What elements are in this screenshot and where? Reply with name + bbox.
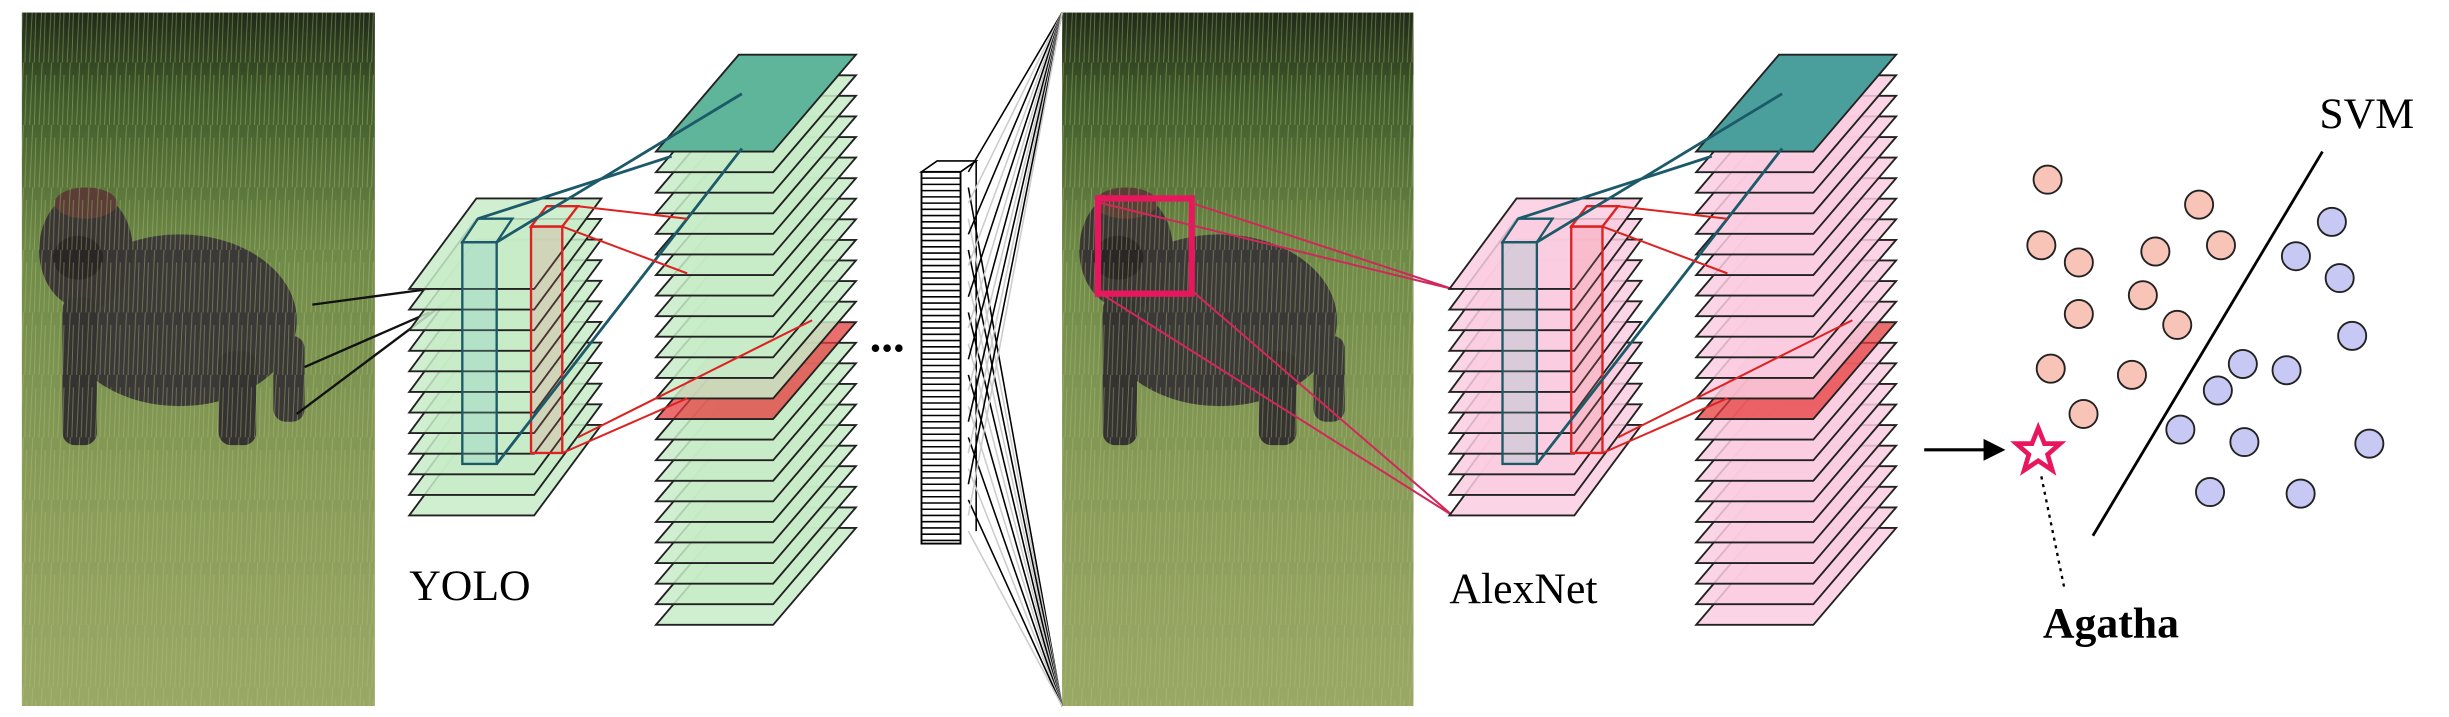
link (561, 397, 688, 454)
kernel (1501, 240, 1539, 466)
kernel (1570, 225, 1604, 455)
sample-other (2035, 353, 2066, 384)
layer (407, 197, 604, 290)
fan (967, 405, 1063, 707)
kernel (461, 240, 498, 466)
kernels (460, 205, 581, 466)
layer-stack (1694, 53, 1899, 626)
kernel-links (477, 92, 813, 465)
layer (1447, 197, 1644, 290)
fan (967, 530, 1063, 707)
fan (967, 12, 1063, 360)
link (495, 147, 743, 465)
connections (1100, 202, 1454, 517)
sample-other (2116, 359, 2147, 390)
sample-other (2162, 309, 2193, 340)
sample-target (2354, 428, 2385, 459)
sample-other (2063, 298, 2094, 329)
link (577, 205, 688, 220)
sample-other (2063, 247, 2094, 278)
link (1517, 154, 1713, 221)
kernel (1500, 217, 1555, 244)
layer (1694, 53, 1899, 153)
input-photo (21, 12, 375, 707)
fan (967, 499, 1063, 707)
fan (967, 12, 1063, 204)
sample-other (2140, 236, 2171, 267)
kernel (529, 225, 564, 455)
identity-label: Agatha (2043, 599, 2179, 647)
link (1536, 92, 1783, 244)
fan (967, 12, 1063, 454)
sample-target (2316, 206, 2347, 237)
fan (967, 12, 1063, 422)
layer-stack (1447, 197, 1644, 517)
svm-plot (1924, 150, 2385, 591)
kernel (460, 217, 515, 244)
link (312, 287, 430, 306)
fan (967, 281, 1063, 707)
sample-other (2184, 189, 2215, 220)
link (1602, 225, 1728, 275)
fan (967, 468, 1063, 707)
sample-target (2280, 241, 2311, 272)
fan (967, 12, 1063, 298)
link (1602, 397, 1728, 454)
alexnet-label: AlexNet (1449, 565, 1597, 613)
sample-other (2205, 230, 2236, 261)
link (1191, 289, 1454, 517)
fan (967, 437, 1063, 707)
link (495, 92, 743, 244)
layer-stack (653, 53, 858, 626)
layer-stack (407, 197, 604, 517)
sample-other (2127, 280, 2158, 311)
fan (967, 12, 1063, 516)
link (561, 225, 688, 275)
link (304, 311, 430, 369)
kernels (1500, 205, 1621, 466)
sample-other (2026, 230, 2057, 261)
sample-other (2068, 398, 2099, 429)
fan (967, 12, 1063, 329)
svm-label: SVM (2319, 90, 2414, 138)
sample-target (2165, 414, 2196, 445)
fan (967, 312, 1063, 707)
dense-block (920, 170, 962, 545)
link (577, 319, 813, 439)
fan (967, 12, 1063, 266)
link (1617, 205, 1728, 220)
link (477, 154, 673, 221)
sample-target (2285, 478, 2316, 509)
sample-target (2324, 263, 2355, 294)
cropped-photo (1062, 12, 1414, 707)
sample-target (2195, 477, 2226, 508)
link (1617, 319, 1853, 439)
fan (967, 12, 1063, 391)
fan (967, 12, 1063, 173)
fan (967, 12, 1063, 235)
dense-layer (919, 12, 1063, 707)
ellipsis: ... (870, 310, 905, 362)
link (1100, 202, 1453, 290)
link (1100, 292, 1454, 517)
yolo-label: YOLO (409, 562, 530, 610)
sample-target (2271, 355, 2302, 386)
sample-target (2229, 427, 2260, 458)
sample-other (2032, 164, 2063, 195)
sample-target (2337, 320, 2368, 351)
fan (967, 12, 1063, 485)
fan (967, 374, 1063, 707)
network-layers (296, 53, 1899, 626)
kernel-links (1517, 92, 1853, 465)
sample-target (2202, 375, 2233, 406)
sample-target (2227, 348, 2258, 379)
link (1191, 202, 1453, 290)
link (1535, 147, 1784, 465)
layer (653, 53, 858, 153)
fan (967, 343, 1063, 707)
fan (967, 218, 1063, 707)
